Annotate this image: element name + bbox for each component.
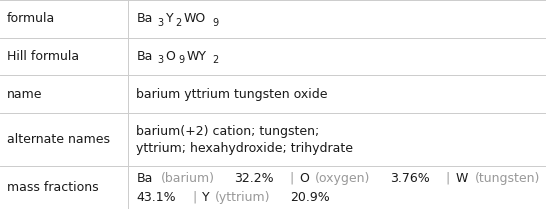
Text: W: W: [455, 172, 468, 185]
Text: 9: 9: [179, 55, 185, 65]
Text: 3.76%: 3.76%: [390, 172, 430, 185]
Text: Y: Y: [202, 191, 210, 204]
Text: O: O: [165, 50, 175, 63]
Text: (barium): (barium): [161, 172, 215, 185]
Text: 43.1%: 43.1%: [136, 191, 176, 204]
Text: O: O: [299, 172, 309, 185]
Text: 3: 3: [158, 18, 164, 28]
Text: Ba: Ba: [136, 12, 153, 25]
Text: Y: Y: [165, 12, 173, 25]
Text: barium(+2) cation; tungsten;
yttrium; hexahydroxide; trihydrate: barium(+2) cation; tungsten; yttrium; he…: [136, 125, 353, 154]
Text: alternate names: alternate names: [7, 133, 110, 146]
Text: 32.2%: 32.2%: [234, 172, 274, 185]
Text: |: |: [446, 172, 450, 185]
Text: Ba: Ba: [136, 50, 153, 63]
Text: name: name: [7, 88, 42, 101]
Text: (yttrium): (yttrium): [215, 191, 270, 204]
Text: 20.9%: 20.9%: [290, 191, 330, 204]
Text: mass fractions: mass fractions: [7, 181, 98, 194]
Text: barium yttrium tungsten oxide: barium yttrium tungsten oxide: [136, 88, 328, 101]
Text: 9: 9: [212, 18, 218, 28]
Text: (tungsten): (tungsten): [474, 172, 540, 185]
Text: |: |: [289, 172, 294, 185]
Text: (oxygen): (oxygen): [315, 172, 371, 185]
Text: 2: 2: [175, 18, 182, 28]
Text: 2: 2: [212, 55, 218, 65]
Text: WY: WY: [186, 50, 206, 63]
Text: Ba: Ba: [136, 172, 153, 185]
Text: |: |: [192, 191, 196, 204]
Text: 3: 3: [158, 55, 164, 65]
Text: WO: WO: [183, 12, 206, 25]
Text: formula: formula: [7, 12, 55, 25]
Text: Hill formula: Hill formula: [7, 50, 79, 63]
